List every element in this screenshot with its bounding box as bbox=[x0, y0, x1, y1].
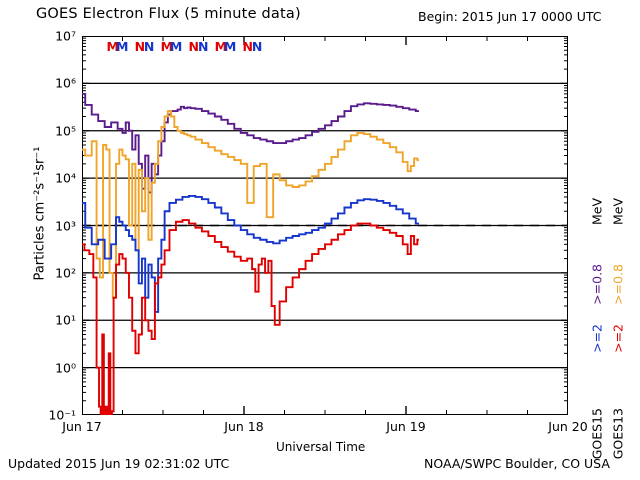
event-marker: N bbox=[143, 39, 155, 54]
y-axis-tick-label: 10⁷ bbox=[55, 28, 76, 44]
x-axis-tick-label: Jun 20 bbox=[548, 419, 588, 434]
x-axis-label: Universal Time bbox=[276, 440, 366, 454]
event-marker: M bbox=[115, 39, 129, 54]
event-marker: N bbox=[197, 39, 209, 54]
legend-goes15: GOES15 >=2 >=0.8 MeV bbox=[588, 156, 605, 459]
data-series-line bbox=[82, 195, 419, 313]
begin-time-label: Begin: 2015 Jun 17 0000 UTC bbox=[418, 9, 602, 24]
legend-energy-08mev: >=0.8 bbox=[610, 264, 625, 305]
legend-unit: MeV bbox=[589, 198, 604, 226]
y-axis-tick-label: 10² bbox=[55, 265, 76, 281]
data-series-line bbox=[82, 219, 419, 415]
y-axis-tick-label: 10³ bbox=[55, 218, 76, 233]
y-axis-label: Particles cm⁻²s⁻¹sr⁻¹ bbox=[32, 146, 48, 281]
legend-satellite: GOES13 bbox=[610, 408, 625, 460]
y-axis-tick-label: 10⁵ bbox=[55, 123, 76, 139]
legend-unit: MeV bbox=[610, 198, 625, 226]
event-marker: N bbox=[251, 39, 263, 54]
plot-area bbox=[82, 36, 568, 415]
event-marker: N bbox=[134, 39, 146, 54]
event-marker: M bbox=[160, 39, 174, 54]
data-series-line bbox=[82, 92, 419, 194]
event-marker: M bbox=[223, 39, 237, 54]
legend-energy-2mev: >=2 bbox=[589, 324, 604, 353]
data-series-line bbox=[82, 110, 419, 299]
plot-canvas bbox=[82, 36, 568, 415]
x-axis-tick-label: Jun 19 bbox=[386, 419, 426, 434]
event-marker: N bbox=[242, 39, 253, 54]
x-axis-tick-label: Jun 18 bbox=[224, 419, 264, 434]
y-axis-tick-label: 10⁴ bbox=[55, 170, 76, 186]
y-axis-tick-label: 10⁻¹ bbox=[48, 407, 76, 423]
event-marker: M bbox=[169, 39, 183, 54]
updated-timestamp: Updated 2015 Jun 19 02:31:02 UTC bbox=[8, 456, 230, 471]
legend-goes13: GOES13 >=2 >=0.8 MeV bbox=[609, 156, 626, 459]
y-axis-tick-label: 10⁰ bbox=[55, 360, 76, 376]
y-axis-tick-label: 10¹ bbox=[55, 312, 76, 328]
legend-satellite: GOES15 bbox=[589, 408, 604, 460]
y-axis-tick-label: 10⁶ bbox=[55, 75, 76, 91]
event-marker: N bbox=[188, 39, 199, 54]
chart-title: GOES Electron Flux (5 minute data) bbox=[36, 6, 301, 22]
source-credit: NOAA/SWPC Boulder, CO USA bbox=[424, 456, 610, 471]
legend-energy-2mev: >=2 bbox=[610, 324, 625, 353]
legend-energy-08mev: >=0.8 bbox=[589, 264, 604, 305]
event-marker: M bbox=[214, 39, 228, 54]
x-axis-tick-label: Jun 17 bbox=[62, 419, 102, 434]
event-marker: M bbox=[106, 39, 119, 54]
